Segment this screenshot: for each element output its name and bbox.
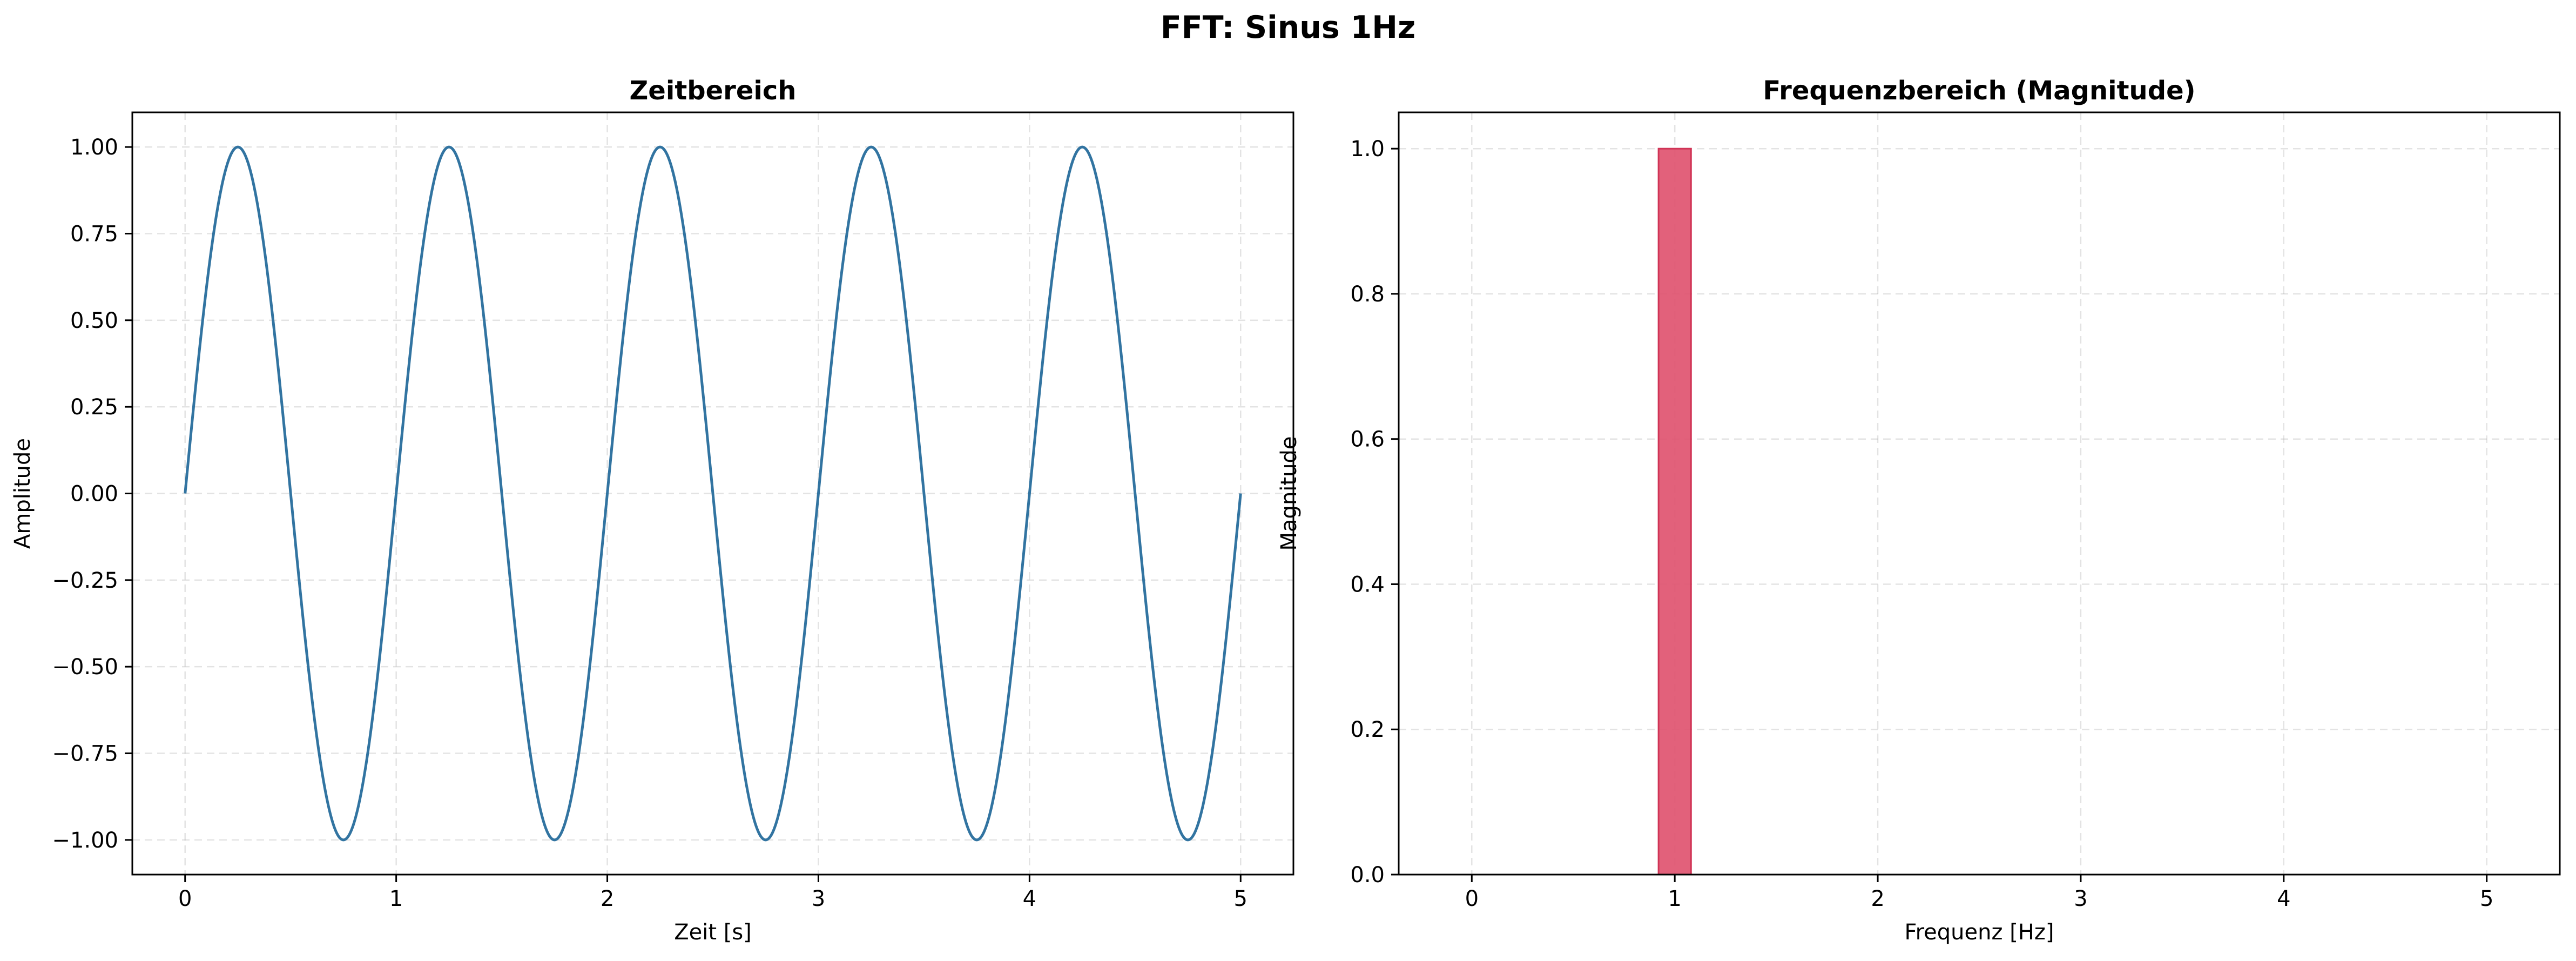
x-tick-label: 5	[2480, 886, 2493, 911]
y-tick-label: −0.50	[52, 655, 118, 680]
figure-title: FFT: Sinus 1Hz	[1161, 10, 1415, 45]
x-tick-label: 3	[812, 886, 825, 911]
x-tick-label: 4	[2277, 886, 2290, 911]
series-line	[184, 145, 1242, 842]
chart-1: 0 1 2 3 4 5 −1.00 −0.75 −0.50 −0.25 0.00 0.25 0.50 0.…	[10, 76, 1294, 945]
y-tick-label: 0.0	[1350, 863, 1385, 888]
y-tick-label: −0.75	[52, 742, 118, 767]
x-tick-label: 0	[178, 886, 192, 911]
y-tick-label: 1.0	[1350, 137, 1385, 162]
chart-title: Zeitbereich	[630, 76, 797, 106]
x-tick-label: 2	[601, 886, 614, 911]
y-tick-label: 0.25	[70, 395, 118, 420]
x-tick-label: 4	[1023, 886, 1036, 911]
y-tick-label: 1.00	[70, 135, 118, 160]
chart-title: Frequenzbereich (Magnitude)	[1763, 76, 2195, 106]
x-tick-label: 5	[1234, 886, 1247, 911]
y-tick-label: −1.00	[52, 828, 118, 853]
x-tick-label: 2	[1871, 886, 1884, 911]
chart-2: 0 1 2 3 4 5 0.0 0.2 0.4 0.6 0.8 1.0 Frequenzbereich …	[1277, 76, 2561, 945]
y-tick-label: 0.75	[70, 221, 118, 246]
y-tick-label: 0.8	[1350, 282, 1385, 307]
x-tick-label: 0	[1465, 886, 1479, 911]
y-tick-label: 0.6	[1350, 427, 1385, 452]
y-tick-label: −0.25	[52, 568, 118, 593]
y-tick-label: 0.4	[1350, 572, 1385, 597]
y-axis-label: Amplitude	[10, 438, 35, 549]
y-tick-label: 0.50	[70, 308, 118, 333]
bar	[1657, 147, 1692, 876]
y-tick-label: 0.00	[70, 482, 118, 507]
axes-frame	[1398, 111, 2561, 876]
y-axis-label: Magnitude	[1277, 436, 1302, 551]
x-tick-label: 3	[2074, 886, 2087, 911]
x-tick-label: 1	[389, 886, 403, 911]
x-tick-label: 1	[1668, 886, 1681, 911]
x-axis-label: Zeit [s]	[674, 920, 752, 945]
x-axis-label: Frequenz [Hz]	[1905, 920, 2054, 945]
y-tick-label: 0.2	[1350, 717, 1385, 742]
